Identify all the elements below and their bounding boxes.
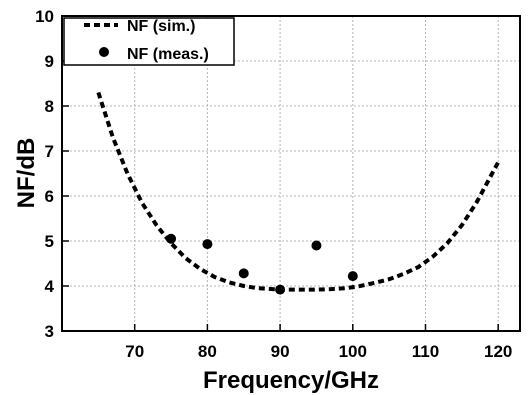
meas-point <box>238 268 249 279</box>
legend-box <box>63 17 235 66</box>
meas-point <box>347 271 358 282</box>
y-axis: 3 4 5 6 7 8 9 10 <box>35 7 69 341</box>
x-axis: 70 80 90 100 110 120 <box>125 324 512 361</box>
meas-point <box>311 240 322 251</box>
y-tick-label: 4 <box>45 277 55 296</box>
legend-meas-label: NF (meas.) <box>127 46 209 63</box>
y-tick-label: 9 <box>45 52 54 71</box>
y-tick-label: 5 <box>45 232 54 251</box>
y-tick-label: 7 <box>45 142 54 161</box>
x-tick-label: 80 <box>198 342 217 361</box>
legend-sim-label: NF (sim.) <box>127 18 195 35</box>
y-tick-label: 6 <box>45 187 54 206</box>
x-tick-label: 90 <box>271 342 290 361</box>
sim-series <box>96 91 500 292</box>
meas-point <box>166 233 177 244</box>
x-tick-label: 120 <box>484 342 512 361</box>
sim-line <box>96 91 500 292</box>
x-axis-label: Frequency/GHz <box>203 367 379 394</box>
x-tick-label: 100 <box>339 342 367 361</box>
plot-frame <box>61 15 521 332</box>
y-tick-label: 3 <box>45 322 54 341</box>
x-tick-label: 110 <box>412 342 439 361</box>
meas-series <box>166 233 358 295</box>
legend: NF (sim.) NF (meas.) <box>63 17 235 66</box>
y-tick-label: 8 <box>45 97 54 116</box>
y-tick-label: 10 <box>35 7 54 26</box>
grid-lines <box>62 16 520 331</box>
meas-point <box>202 239 213 250</box>
legend-meas-swatch <box>99 47 109 57</box>
meas-point <box>275 284 286 295</box>
y-axis-label: NF/dB <box>13 138 40 209</box>
x-tick-label: 70 <box>125 342 144 361</box>
